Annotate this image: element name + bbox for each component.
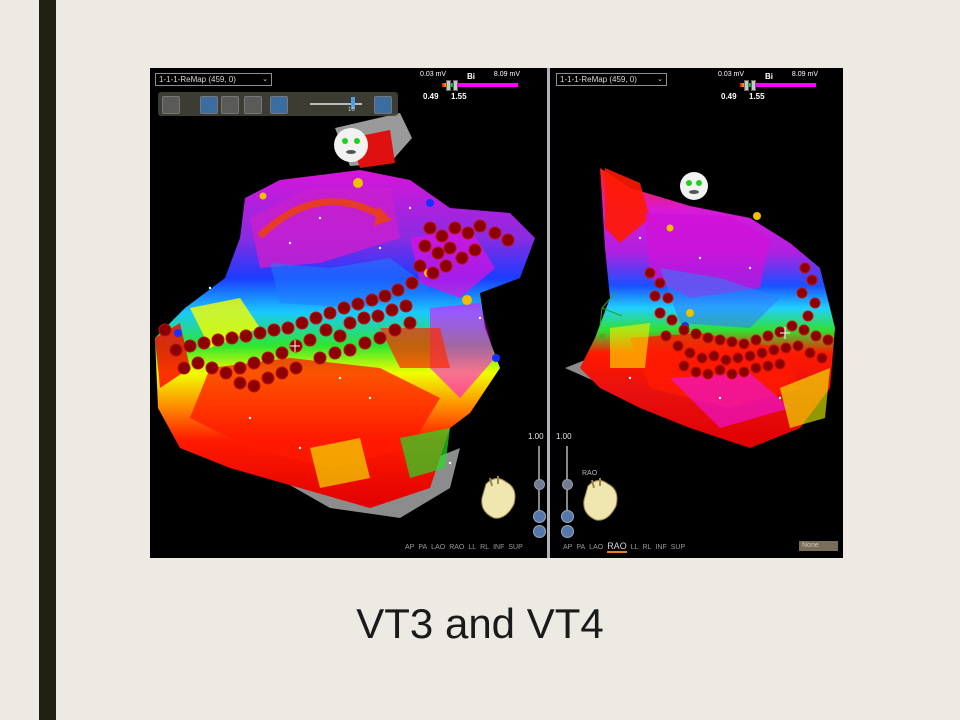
view-ap[interactable]: AP xyxy=(563,544,573,551)
face-orientation-icon xyxy=(334,128,368,162)
scale-high-value: 1.55 xyxy=(749,92,765,101)
left-voltage-scale[interactable]: 0.03 mV Bi 8.09 mV 0.49 1.55 xyxy=(420,70,520,104)
zoom-reset-button[interactable] xyxy=(533,525,546,538)
scale-high-value: 1.55 xyxy=(451,92,467,101)
view-sup[interactable]: SUP xyxy=(670,544,686,551)
color-select[interactable]: None xyxy=(799,541,838,551)
ablation-lesions xyxy=(644,262,834,380)
display-tool-button[interactable] xyxy=(374,96,392,114)
slide-accent-bar xyxy=(39,0,56,720)
view-inf[interactable]: INF xyxy=(493,544,505,551)
scale-color-bar xyxy=(740,83,816,87)
scale-low-value: 0.49 xyxy=(721,92,737,101)
view-inf[interactable]: INF xyxy=(655,544,667,551)
scale-high-slider[interactable] xyxy=(453,80,458,91)
zoom-down-button[interactable] xyxy=(533,510,546,523)
view-rao[interactable]: RAO xyxy=(449,544,465,551)
zoom-down-button[interactable] xyxy=(561,510,574,523)
view-ll[interactable]: LL xyxy=(468,544,477,551)
left-voltage-map[interactable] xyxy=(150,68,547,558)
view-pa[interactable]: PA xyxy=(418,544,428,551)
transparency-value: 16 xyxy=(348,107,355,113)
view-rl[interactable]: RL xyxy=(480,544,490,551)
face-orientation-icon xyxy=(680,172,708,200)
right-map-select[interactable]: 1-1-1-ReMap (459, 0) ⌄ xyxy=(556,73,667,86)
view-rl[interactable]: RL xyxy=(642,544,652,551)
scale-low-slider[interactable] xyxy=(446,80,451,91)
axis-label: R xyxy=(600,334,605,341)
point-tool-button[interactable] xyxy=(221,96,239,114)
right-voltage-scale[interactable]: 0.03 mV Bi 8.09 mV 0.49 1.55 xyxy=(718,70,818,104)
scale-max: 8.09 mV xyxy=(493,71,520,78)
scale-low-slider[interactable] xyxy=(744,80,749,91)
orientation-label: RAO xyxy=(582,470,598,477)
right-map-select-value: 1-1-1-ReMap (459, 0) xyxy=(560,75,637,84)
right-voltage-map[interactable]: R xyxy=(550,68,843,558)
scale-low-value: 0.49 xyxy=(423,92,439,101)
zoom-knob[interactable] xyxy=(562,479,573,490)
axis-gizmo xyxy=(599,292,623,327)
view-rao[interactable]: RAO xyxy=(607,541,627,553)
transparency-slider[interactable] xyxy=(310,103,362,105)
ablation-lesions xyxy=(158,219,515,393)
view-lao[interactable]: LAO xyxy=(589,544,604,551)
carto-viewer: 1-1-1-ReMap (459, 0) ⌄ 0.03 mV Bi 8.09 m… xyxy=(150,68,843,558)
view-lao[interactable]: LAO xyxy=(431,544,446,551)
view-pa[interactable]: PA xyxy=(576,544,586,551)
grid-tool-button[interactable] xyxy=(162,96,180,114)
view-ll[interactable]: LL xyxy=(630,544,639,551)
mapping-points xyxy=(208,206,482,465)
pane-divider[interactable] xyxy=(547,68,550,558)
pen-tool-button[interactable] xyxy=(244,96,262,114)
activation-arrow xyxy=(257,198,387,239)
right-view-buttons: AP PA LAO RAO LL RL INF SUP xyxy=(563,541,689,553)
scale-high-slider[interactable] xyxy=(751,80,756,91)
heart-orientation-icon xyxy=(481,476,516,519)
scale-min: 0.03 mV xyxy=(420,71,447,78)
rotate-tool-button[interactable] xyxy=(200,96,218,114)
left-map-select-value: 1-1-1-ReMap (459, 0) xyxy=(159,75,236,84)
view-sup[interactable]: SUP xyxy=(508,544,523,551)
scale-color-bar xyxy=(442,83,518,87)
scale-min: 0.03 mV xyxy=(718,71,745,78)
left-map-select[interactable]: 1-1-1-ReMap (459, 0) ⌄ xyxy=(155,73,272,86)
zoom-reset-button[interactable] xyxy=(561,525,574,538)
slide-title: VT3 and VT4 xyxy=(356,600,604,647)
dropdown-chevron-icon: ⌄ xyxy=(657,76,663,83)
left-view-buttons: AP PA LAO RAO LL RL INF SUP xyxy=(405,544,527,551)
left-zoom-value: 1.00 xyxy=(528,432,544,441)
color-select-value: None xyxy=(802,542,819,549)
map-toolbar: 16 xyxy=(158,92,398,116)
dropdown-chevron-icon: ⌄ xyxy=(262,76,268,83)
right-map-pane[interactable]: R 1-1-1-ReMap (459, 0) ⌄ 0.03 mV Bi 8.09… xyxy=(550,68,843,558)
chart-tool-button[interactable] xyxy=(270,96,288,114)
left-map-pane[interactable]: 1-1-1-ReMap (459, 0) ⌄ 0.03 mV Bi 8.09 m… xyxy=(150,68,547,558)
mapping-points xyxy=(628,236,782,400)
scale-mode: Bi xyxy=(765,72,773,81)
scale-max: 8.09 mV xyxy=(791,71,818,78)
zoom-knob[interactable] xyxy=(534,479,545,490)
transparency-knob[interactable] xyxy=(351,97,355,109)
right-zoom-value: 1.00 xyxy=(556,432,572,441)
heart-orientation-icon xyxy=(583,478,618,521)
view-ap[interactable]: AP xyxy=(405,544,415,551)
scale-mode: Bi xyxy=(467,72,475,81)
